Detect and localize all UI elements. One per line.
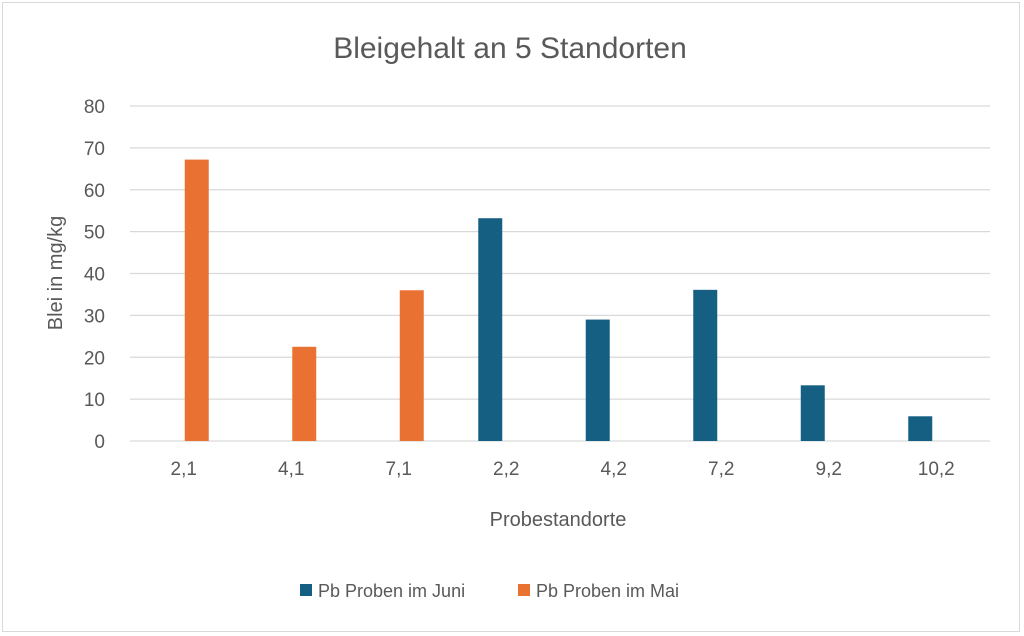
legend-label: Pb Proben im Mai [536, 581, 679, 601]
legend-swatch [518, 584, 530, 596]
x-tick-label: 2,2 [493, 459, 519, 480]
bar-pb-proben-im-mai [184, 159, 209, 441]
bar-pb-proben-im-mai [292, 346, 317, 441]
bar-pb-proben-im-juni [908, 416, 933, 441]
bar-pb-proben-im-juni [693, 289, 718, 441]
x-tick-label: 4,2 [601, 459, 627, 480]
x-axis-label: Probestandorte [490, 509, 627, 531]
bar-pb-proben-im-juni [585, 319, 610, 441]
y-tick-label: 80 [84, 97, 105, 118]
y-tick-label: 70 [84, 139, 105, 160]
y-tick-label: 0 [94, 432, 105, 453]
x-tick-label: 2,1 [171, 459, 197, 480]
x-tick-label: 7,1 [386, 459, 412, 480]
y-axis-label: Blei in mg/kg [45, 216, 67, 331]
y-tick-label: 10 [84, 390, 105, 411]
bar-pb-proben-im-juni [478, 218, 503, 441]
chart-title: Bleigehalt an 5 Standorten [333, 32, 687, 65]
legend-swatch [300, 584, 312, 596]
x-tick-label: 7,2 [708, 459, 734, 480]
y-tick-label: 30 [84, 306, 105, 327]
bar-pb-proben-im-juni [800, 385, 825, 441]
x-tick-label: 10,2 [918, 459, 955, 480]
y-tick-label: 20 [84, 348, 105, 369]
x-tick-label: 4,1 [278, 459, 304, 480]
x-tick-label: 9,2 [816, 459, 842, 480]
bar-pb-proben-im-mai [399, 290, 424, 441]
legend-label: Pb Proben im Juni [318, 581, 465, 601]
y-tick-label: 60 [84, 181, 105, 202]
y-tick-label: 40 [84, 265, 105, 286]
y-tick-label: 50 [84, 223, 105, 244]
